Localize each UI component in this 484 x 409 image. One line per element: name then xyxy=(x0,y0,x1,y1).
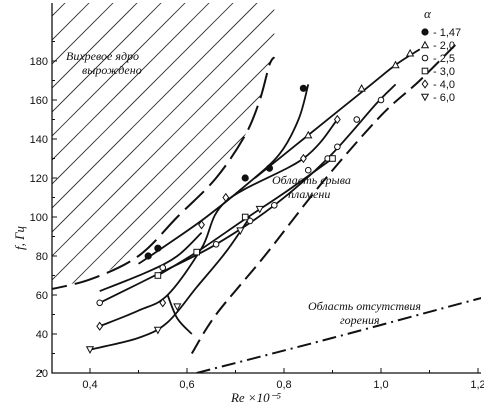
data-point-triangle-down xyxy=(85,346,95,354)
legend-title: α xyxy=(424,6,432,21)
series-curve-circle xyxy=(99,83,397,304)
data-point-diamond xyxy=(333,114,341,125)
data-point-triangle-up xyxy=(357,83,366,92)
data-point-circle xyxy=(159,264,167,272)
x-tick-label: 0,8 xyxy=(276,379,291,391)
hatch-line xyxy=(464,0,484,409)
legend-label: - 4,0 xyxy=(433,79,455,91)
data-point-circle xyxy=(334,143,341,151)
data-point-triangle-down xyxy=(255,205,264,214)
y-tick-label: 80 xyxy=(36,251,48,263)
hatch-line xyxy=(41,3,141,292)
data-point-square xyxy=(241,213,249,221)
hatch-line xyxy=(41,3,189,292)
extra-curve-1 xyxy=(166,294,193,335)
legend-label: - 1,47 xyxy=(433,27,461,39)
hatch-line xyxy=(296,0,484,409)
hatch-line xyxy=(79,3,275,292)
y-axis-title: f, Гц xyxy=(12,226,27,251)
data-point-triangle-down xyxy=(173,303,182,312)
data-point-triangle-down xyxy=(236,227,245,236)
hatch-line xyxy=(41,3,275,292)
x-axis-title: Re ×10⁻⁵ xyxy=(230,390,282,405)
hatch-line xyxy=(41,3,213,292)
hatch-line xyxy=(41,3,165,292)
legend-label: - 2,0 xyxy=(433,40,455,52)
hatch-line xyxy=(127,3,275,292)
extra-curve-0 xyxy=(99,231,203,292)
legend-marker-circle xyxy=(421,54,429,62)
hatch-line xyxy=(368,0,484,409)
hatch-line xyxy=(41,3,275,292)
legend-label: - 2,5 xyxy=(433,53,455,65)
data-point-filled-circle xyxy=(154,244,162,252)
y-tick-label: 120 xyxy=(30,173,48,185)
data-point-triangle-down xyxy=(153,326,163,335)
data-point-circle xyxy=(304,166,312,174)
data-point-diamond xyxy=(299,153,307,164)
legend-marker-filled-circle xyxy=(421,28,429,36)
data-point-diamond xyxy=(198,220,205,230)
data-point-circle xyxy=(246,217,254,225)
legend-label: - 6,0 xyxy=(433,92,455,104)
data-point-circle xyxy=(96,299,103,307)
legend: α - 1,47- 2,0- 2,5- 3,0- 4,0- 6,0 xyxy=(420,6,461,104)
y-tick-label: 40 xyxy=(36,329,48,341)
data-point-circle xyxy=(377,96,385,104)
legend-label: - 3,0 xyxy=(433,66,455,78)
series-curve-filled-circle xyxy=(138,84,310,265)
region-label-noburn-line-2: горения xyxy=(340,313,380,327)
no-burning-boundary xyxy=(196,297,481,373)
data-point-filled-circle xyxy=(144,252,152,260)
y-tick-label: 100 xyxy=(30,212,48,224)
data-point-filled-circle xyxy=(265,164,274,172)
legend-marker-square xyxy=(421,67,429,75)
data-point-circle xyxy=(271,202,278,209)
data-point-triangle-up xyxy=(405,48,415,57)
data-point-diamond xyxy=(222,192,230,203)
data-point-triangle-up xyxy=(391,60,400,69)
data-point-filled-circle xyxy=(299,84,307,92)
data-point-circle xyxy=(212,241,220,248)
hatch-line xyxy=(41,3,275,292)
x-tick-label: 1,0 xyxy=(373,379,388,391)
region-label-degenerate-line-1: Вихревое ядро xyxy=(66,49,139,63)
hatch-line xyxy=(344,0,484,409)
data-point-triangle-up xyxy=(304,130,313,139)
x-tick-label: 1,2 xyxy=(470,379,484,391)
lower-dashed-boundary xyxy=(190,40,460,355)
region-label-blowoff-line-2: пламени xyxy=(288,187,330,201)
x-tick-label: 0,4 xyxy=(82,379,97,391)
hatch-line xyxy=(41,3,275,292)
y-tick-label: 160 xyxy=(30,95,48,107)
data-point-square xyxy=(154,272,162,279)
data-point-diamond xyxy=(96,321,104,331)
region-label-degenerate-line-2: вырождено xyxy=(82,63,142,77)
legend-marker-triangle-down xyxy=(420,93,430,102)
degenerate-core-boundary xyxy=(52,56,276,290)
y-tick-label: 60 xyxy=(36,290,48,302)
y-tick-label: 20 xyxy=(36,368,48,380)
data-point-filled-circle xyxy=(241,174,249,182)
series-curve-triangle-up xyxy=(254,48,421,179)
hatch-line xyxy=(41,3,275,292)
region-label-noburn-line-1: Область отсутствия xyxy=(308,299,421,313)
legend-marker-diamond xyxy=(421,79,429,89)
hatch-line xyxy=(41,3,275,292)
x-tick-label: 0,6 xyxy=(179,379,194,391)
series-curve-diamond xyxy=(99,118,339,328)
data-point-square xyxy=(329,155,336,162)
y-tick-label: 140 xyxy=(30,134,48,146)
data-point-square xyxy=(193,248,200,256)
series-curve-triangle-down xyxy=(89,216,251,351)
hatch-line xyxy=(41,3,237,292)
data-point-diamond xyxy=(159,298,167,308)
hatch-line xyxy=(0,0,20,409)
legend-marker-triangle-up xyxy=(420,40,430,49)
y-tick-label: 180 xyxy=(30,56,48,68)
hatch-line xyxy=(103,3,275,292)
data-point-circle xyxy=(353,116,361,123)
region-label-blowoff-line-1: Область срыва xyxy=(272,173,351,187)
